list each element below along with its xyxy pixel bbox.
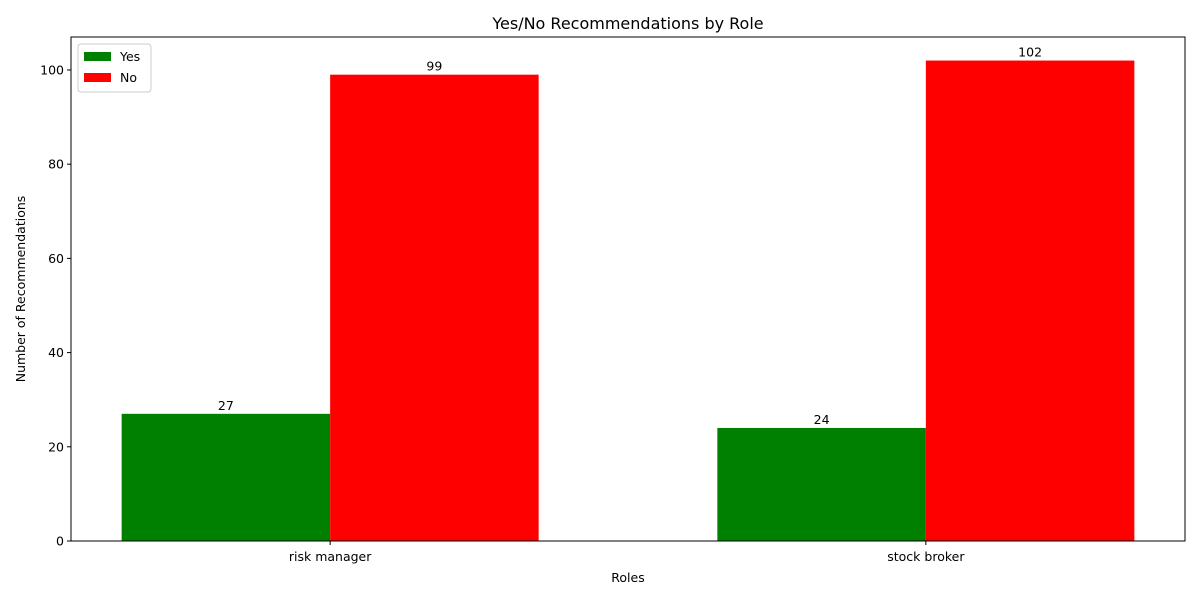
x-tick-label: stock broker [887, 549, 965, 564]
y-axis-label: Number of Recommendations [13, 196, 28, 383]
x-axis-label: Roles [611, 570, 644, 585]
legend-swatch-no [84, 73, 111, 82]
legend-label-no: No [120, 70, 137, 85]
y-tick-label: 100 [40, 62, 64, 77]
data-label-yes-stock-broker: 24 [814, 412, 830, 427]
bars [122, 61, 1135, 541]
chart-title: Yes/No Recommendations by Role [491, 14, 763, 33]
data-label-yes-risk-manager: 27 [218, 398, 234, 413]
bar-yes-risk-manager [122, 414, 331, 541]
legend-label-yes: Yes [119, 49, 140, 64]
y-tick-label: 20 [48, 439, 64, 454]
bar-no-stock-broker [926, 61, 1135, 541]
bar-yes-stock-broker [717, 428, 926, 541]
bar-no-risk-manager [330, 75, 539, 541]
legend: Yes No [78, 44, 151, 92]
y-tick-label: 40 [48, 345, 64, 360]
y-tick-label: 0 [56, 534, 64, 549]
data-label-no-risk-manager: 99 [426, 59, 442, 74]
y-tick-label: 80 [48, 157, 64, 172]
legend-swatch-yes [84, 52, 111, 61]
y-tick-label: 60 [48, 251, 64, 266]
x-tick-label: risk manager [289, 549, 372, 564]
data-label-no-stock-broker: 102 [1018, 45, 1042, 60]
